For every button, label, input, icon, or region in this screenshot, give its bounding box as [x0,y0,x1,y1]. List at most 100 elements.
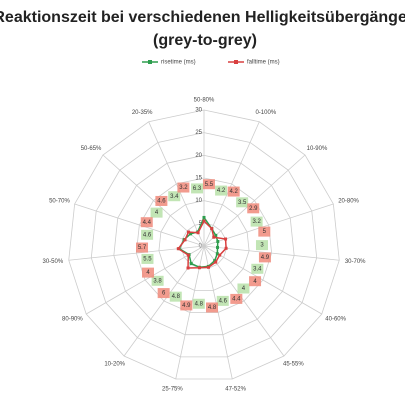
tick-label: 15 [195,176,202,182]
spoke [203,245,322,315]
category-label: 40-60% [325,317,346,323]
value-label-box [216,295,229,306]
value-label: 3.4 [170,194,179,200]
category-label: 20-35% [132,110,153,116]
spoke [74,203,205,247]
value-label-box [202,179,215,190]
value-label: 4.6 [157,199,166,205]
value-label-box [157,288,170,299]
category-label: 50-70% [49,198,70,204]
category-label: 50-80% [194,98,215,104]
grid-ring [113,154,295,336]
value-label: 3.2 [252,219,261,225]
grid-ring [90,132,318,358]
point [224,237,228,241]
value-label-box [136,242,149,253]
value-label-box [251,263,264,274]
point [186,253,190,257]
value-label-box [177,182,190,193]
point [189,262,193,266]
value-label: 3 [260,243,264,249]
value-label: 3.5 [238,200,247,206]
value-label-box [155,195,168,206]
point [214,260,218,264]
value-label: 6 [162,291,166,297]
point [224,246,228,250]
point [216,245,220,249]
grid-ring [158,200,250,291]
value-label: 6.3 [193,186,202,192]
value-label: 4.8 [172,294,181,300]
value-label: 5.5 [205,182,214,188]
value-label: 4 [253,279,257,285]
category-label: 30-50% [42,259,63,265]
value-label-box [236,197,249,208]
point [218,253,222,257]
point [183,238,187,242]
point [187,230,191,234]
category-label: 25-75% [162,386,183,392]
value-label: 5.7 [138,245,147,251]
spoke [203,154,306,247]
tick-label: 20 [195,153,202,159]
point [176,247,180,251]
value-label-box [250,216,263,227]
value-label-box [215,185,228,196]
category-label: 20-80% [338,198,359,204]
value-label: 4.4 [143,220,152,226]
point [214,233,218,237]
category-label: 45-55% [283,362,304,368]
value-label-box [249,276,262,287]
tick-label: 25 [195,130,202,136]
value-label-box [169,291,182,302]
point [196,231,200,235]
value-label-box [180,300,193,311]
legend-label: risetime (ms) [161,60,196,66]
value-label-box [140,217,153,228]
value-label: 2.9 [249,206,258,212]
spoke [203,121,260,247]
legend-marker [234,60,238,64]
grid-ring [68,109,340,380]
value-label: 4 [146,270,150,276]
point [197,266,201,270]
point [202,219,206,223]
value-label: 4.2 [229,189,238,195]
value-label: 4.4 [232,296,241,302]
value-label-box [227,186,240,197]
value-label-box [150,207,163,218]
category-label: 80-90% [62,317,83,323]
value-label-box [258,226,271,237]
category-label: 30-70% [345,259,366,265]
value-label: 4.9 [261,255,270,261]
spoke [86,245,205,315]
grid-ring [135,177,273,313]
value-label-box [258,252,271,263]
chart-title: Reaktionszeit bei verschiedenen Helligke… [0,9,405,26]
value-label-box [237,283,250,294]
value-label-box [141,253,154,264]
value-label: 4.9 [182,303,191,309]
category-label: 50-65% [81,146,102,152]
point [212,235,216,239]
tick-label: 10 [195,198,202,204]
value-label: 4.6 [143,232,152,238]
spoke [68,245,205,261]
value-label-box [168,191,181,202]
value-label-box [151,275,164,286]
category-label: 10-90% [307,146,328,152]
value-label-box [247,203,260,214]
value-label-box [141,229,154,240]
value-label: 4 [242,286,246,292]
category-label: 10-20% [104,362,125,368]
category-label: 0-100% [255,110,276,116]
spoke [203,203,334,247]
series-line [177,219,227,269]
chart-subtitle: (grey-to-grey) [153,32,257,49]
spoke [203,245,285,357]
legend-marker [148,60,152,64]
legend-label: falltime (ms) [247,60,280,66]
point [216,240,220,244]
value-label: 4.2 [217,188,226,194]
